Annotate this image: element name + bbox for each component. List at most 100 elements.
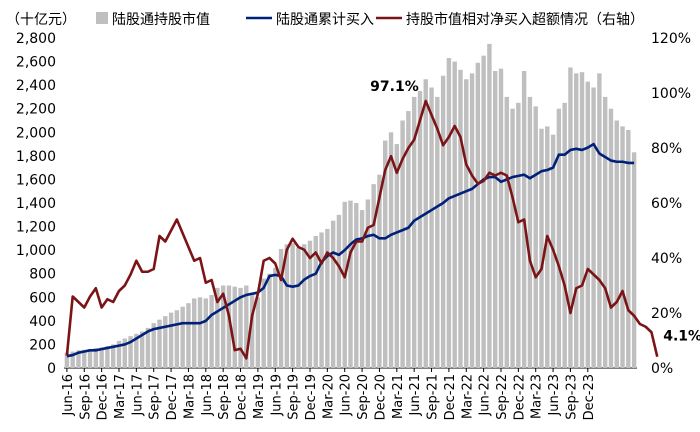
x-tick-label: Sep-20 xyxy=(356,374,371,420)
x-tick-label: Jun-17 xyxy=(130,374,145,417)
x-tick-label: Dec-21 xyxy=(443,374,458,420)
holding-value-bar xyxy=(498,68,504,368)
holding-value-bar xyxy=(249,292,255,368)
holding-value-bar xyxy=(545,126,550,368)
holding-value-bar xyxy=(93,347,99,368)
x-tick-label: Sep-19 xyxy=(287,374,302,420)
holding-value-bar xyxy=(76,350,81,368)
holding-value-bar xyxy=(122,338,127,368)
excess-ratio-line xyxy=(65,99,659,360)
holding-value-bar xyxy=(134,333,139,368)
label-layer: 97.1% 4.1% xyxy=(370,79,700,345)
holding-value-bar xyxy=(429,87,434,368)
y-left-tick-label: 2,400 xyxy=(16,78,56,94)
x-tick-label: Mar-19 xyxy=(252,374,267,419)
holding-value-bar xyxy=(220,285,226,368)
holding-value-bar xyxy=(255,297,261,368)
holding-value-bar xyxy=(307,240,313,368)
x-tick-label: Jun-21 xyxy=(408,374,423,417)
y-left-tick-label: 2,800 xyxy=(16,31,56,47)
y-right-tick-label: 40% xyxy=(651,251,682,267)
holding-value-bar xyxy=(591,87,596,368)
x-tick-label: Dec-17 xyxy=(165,374,180,420)
x-tick-label: Dec-19 xyxy=(304,374,319,420)
holding-value-bar xyxy=(168,312,174,368)
holding-value-bar xyxy=(527,96,533,369)
holding-value-bar xyxy=(406,111,411,368)
holding-value-bar xyxy=(330,220,336,368)
x-tick-label: Sep-21 xyxy=(426,374,441,420)
holding-value-bar xyxy=(238,287,243,368)
holding-value-bar xyxy=(174,310,180,368)
y-left-tick-label: 0 xyxy=(47,361,56,377)
y-left-tick-label: 1,800 xyxy=(16,149,56,165)
holding-value-bar xyxy=(568,67,573,369)
holding-value-bar xyxy=(614,120,619,368)
holding-value-bar xyxy=(215,287,220,368)
holding-value-bar xyxy=(423,79,428,368)
holding-value-bar xyxy=(400,120,405,368)
holding-value-bar xyxy=(464,79,469,368)
holding-value-bar xyxy=(365,199,371,368)
y-left-tick-label: 400 xyxy=(29,314,56,330)
holding-value-bar xyxy=(579,72,585,369)
holding-value-bar xyxy=(446,58,452,368)
x-tick-label: Sep-17 xyxy=(148,374,163,420)
holding-value-bar xyxy=(128,336,133,368)
y-left-tick-label: 1,000 xyxy=(16,243,56,259)
y-right-tick-label: 20% xyxy=(651,306,682,322)
y-left-tick-label: 1,600 xyxy=(16,172,56,188)
holding-value-bar xyxy=(354,203,359,368)
holding-value-bar xyxy=(296,247,301,368)
holding-value-bar xyxy=(163,316,168,368)
x-tick-label: Jun-22 xyxy=(478,374,493,417)
holding-value-bar xyxy=(516,102,521,368)
holding-value-bar xyxy=(273,267,278,368)
holding-value-bar xyxy=(487,43,492,368)
holding-value-bar xyxy=(371,184,376,368)
x-tick-label: Dec-18 xyxy=(235,374,250,420)
holding-value-bar xyxy=(469,73,475,369)
holding-value-bar xyxy=(244,285,249,368)
holding-value-bar xyxy=(325,228,330,368)
holding-value-bar xyxy=(452,61,457,368)
holding-value-bar xyxy=(533,106,538,369)
legend-label: 持股市值相对净买入超额情况（右轴） xyxy=(406,11,644,28)
bar-series xyxy=(64,43,637,369)
holding-value-bar xyxy=(377,174,382,368)
holding-value-bar xyxy=(197,297,203,368)
holding-value-bar xyxy=(336,214,342,368)
holding-value-bar xyxy=(342,201,347,368)
holding-value-bar xyxy=(192,298,197,368)
holding-value-bar xyxy=(226,285,232,368)
holding-value-bar xyxy=(186,303,191,368)
holding-value-bar xyxy=(64,352,70,368)
cumulative-buy-line xyxy=(66,142,635,358)
x-tick-label: Mar-17 xyxy=(113,374,128,419)
holding-value-bar xyxy=(151,323,156,368)
y-right-tick-label: 60% xyxy=(651,196,682,212)
x-tick-label: Jun-23 xyxy=(547,374,562,417)
holding-value-bar xyxy=(631,152,637,368)
legend-swatch-bar xyxy=(96,12,108,24)
y-right-tick-label: 100% xyxy=(651,86,691,102)
x-tick-label: Mar-21 xyxy=(391,374,406,419)
x-tick-label: Sep-18 xyxy=(217,374,232,420)
holding-value-bar xyxy=(504,96,509,369)
x-tick-label: Mar-18 xyxy=(182,374,197,419)
y-left-tick-label: 200 xyxy=(29,337,56,353)
holding-value-bar xyxy=(388,132,394,368)
x-tick-label: Mar-23 xyxy=(530,374,545,419)
holding-value-bar xyxy=(157,319,162,368)
holding-value-bar xyxy=(139,331,145,368)
holding-value-bar xyxy=(70,351,75,368)
holding-value-bar xyxy=(261,278,266,368)
x-tick-label: Jun-20 xyxy=(339,374,354,417)
y-left-tick-label: 2,000 xyxy=(16,125,56,141)
x-tick-label: Jun-16 xyxy=(61,374,76,417)
unit-label: （十亿元） xyxy=(6,12,76,28)
legend: 陆股通持股市值 陆股通累计买入 持股市值相对净买入超额情况（右轴） xyxy=(96,11,644,28)
holding-value-bar xyxy=(82,349,87,368)
holding-value-bar xyxy=(348,200,353,368)
